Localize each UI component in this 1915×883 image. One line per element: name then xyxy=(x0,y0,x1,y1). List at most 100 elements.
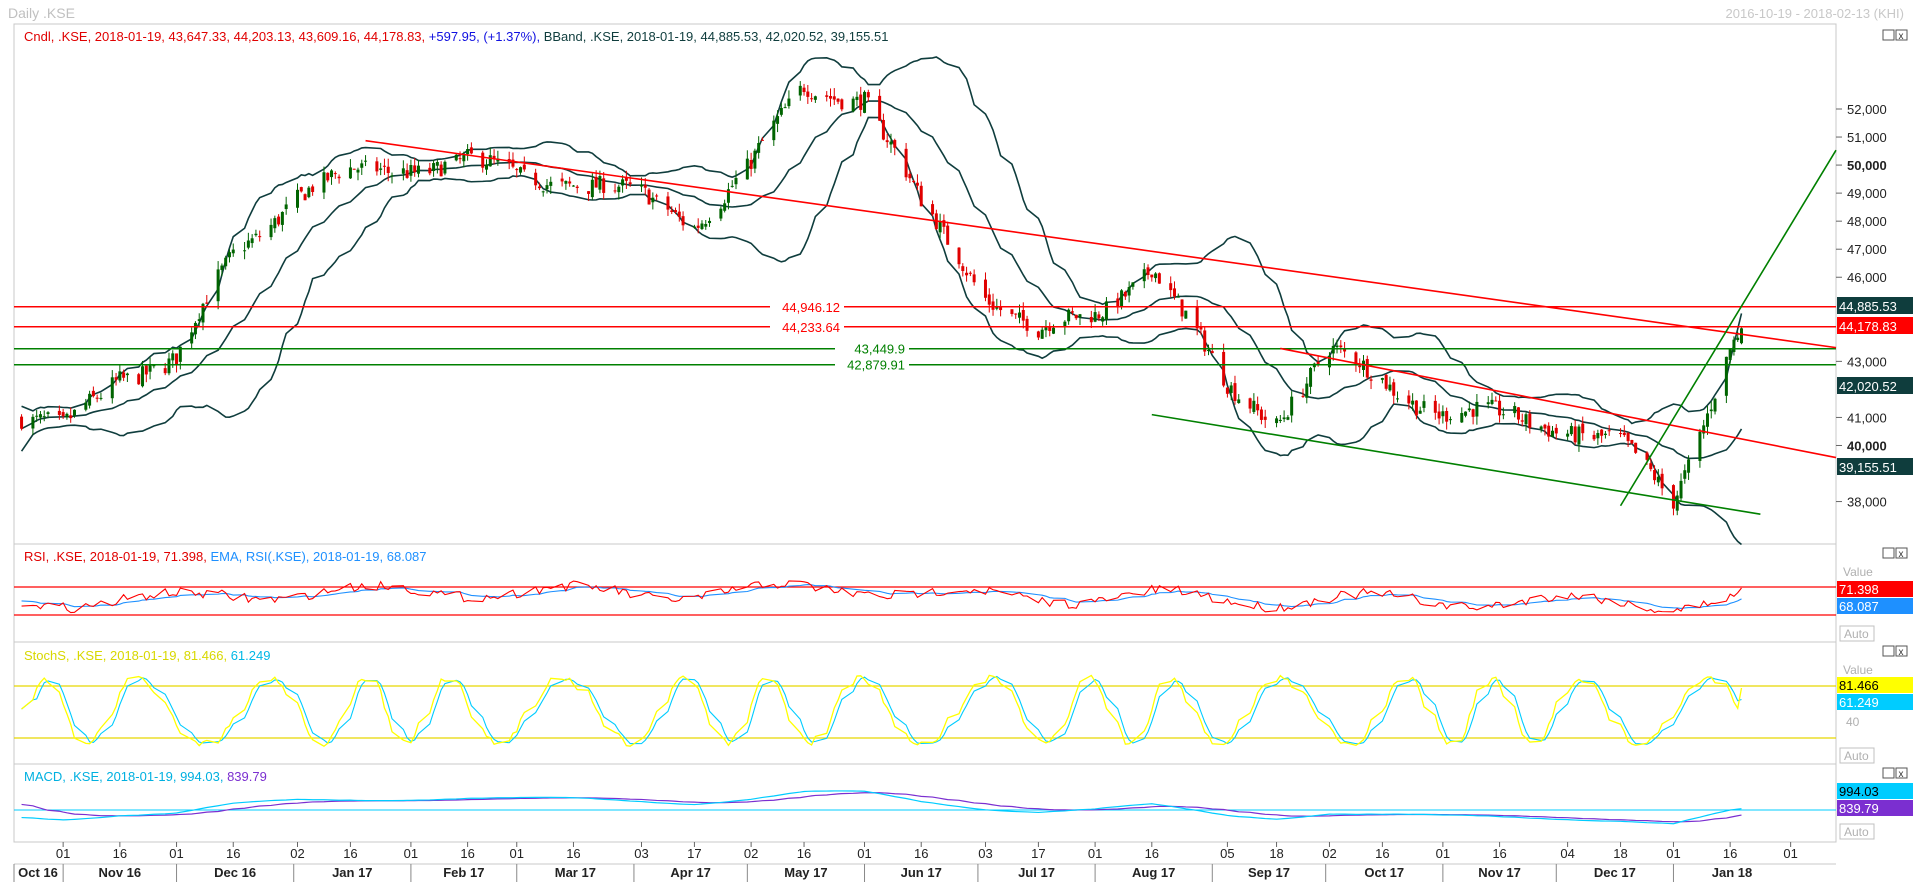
candle xyxy=(934,209,938,231)
candle xyxy=(568,176,572,187)
candle xyxy=(1728,348,1732,364)
time-day-label: 18 xyxy=(1269,846,1283,861)
candle xyxy=(72,409,76,418)
macd-auto-button[interactable]: Auto xyxy=(1844,825,1869,839)
price-tick-label: 49,000 xyxy=(1847,186,1887,201)
candle xyxy=(231,243,235,257)
stoch-d-line xyxy=(21,675,1742,745)
candle xyxy=(190,327,194,350)
candle xyxy=(1052,324,1056,335)
candle xyxy=(1146,264,1150,280)
candle xyxy=(1528,410,1532,434)
candle xyxy=(621,175,625,193)
candle xyxy=(250,234,254,248)
candle xyxy=(1687,455,1691,480)
candle xyxy=(1445,407,1449,430)
time-day-label: 01 xyxy=(1783,846,1797,861)
oscillators xyxy=(14,580,1836,825)
candle xyxy=(983,272,987,302)
candle xyxy=(1233,375,1237,405)
time-day-label: 17 xyxy=(1031,846,1045,861)
candle xyxy=(745,150,749,180)
tag-bb-upper: 44,885.53 xyxy=(1839,299,1897,314)
candle xyxy=(1172,281,1176,300)
time-day-label: 16 xyxy=(1723,846,1737,861)
rsi-auto-button[interactable]: Auto xyxy=(1844,627,1869,641)
candle xyxy=(1467,401,1471,412)
candle xyxy=(772,115,776,146)
legend-stoch-k: StochS, .KSE, 2018-01-19, 81.466, xyxy=(24,648,231,663)
price-value-tags: 44,885.53 44,178.83 42,020.52 39,155.51 xyxy=(1837,297,1913,475)
candle xyxy=(1573,420,1577,445)
candle xyxy=(356,167,360,181)
candle xyxy=(674,207,678,215)
candle xyxy=(1275,416,1279,428)
candle xyxy=(1365,355,1369,380)
candle xyxy=(1475,393,1479,425)
time-day-label: 01 xyxy=(1088,846,1102,861)
candle xyxy=(466,144,470,161)
candle xyxy=(1335,339,1339,354)
candle xyxy=(908,170,912,183)
candle xyxy=(1312,362,1316,372)
time-month-label: Aug 17 xyxy=(1132,865,1175,880)
candle xyxy=(734,170,738,190)
candle xyxy=(1683,464,1687,484)
candle xyxy=(942,214,946,234)
candle xyxy=(1176,293,1180,298)
candle xyxy=(1384,373,1388,391)
candle xyxy=(413,158,417,177)
time-day-label: 18 xyxy=(1613,846,1627,861)
stoch-auto-button[interactable]: Auto xyxy=(1844,749,1869,763)
candle xyxy=(254,229,258,237)
candle xyxy=(885,133,889,148)
candle xyxy=(522,156,526,172)
legend-stoch-d: 61.249 xyxy=(231,648,271,663)
candle xyxy=(1498,394,1502,423)
candle xyxy=(1732,336,1736,356)
candle xyxy=(409,159,413,182)
candle xyxy=(1380,377,1384,384)
time-day-label: 01 xyxy=(857,846,871,861)
candle xyxy=(1203,326,1207,357)
time-day-label: 03 xyxy=(978,846,992,861)
stoch-value-header: Value xyxy=(1843,663,1873,677)
candle xyxy=(360,159,364,175)
candle xyxy=(670,206,674,215)
candle xyxy=(1471,408,1475,425)
candle xyxy=(91,386,95,398)
candle xyxy=(1225,387,1229,398)
candle xyxy=(534,168,538,191)
candle xyxy=(1407,390,1411,410)
tag-stoch-k: 81.466 xyxy=(1839,678,1879,693)
candle xyxy=(965,266,969,282)
time-day-label: 02 xyxy=(290,846,304,861)
candle xyxy=(1630,439,1634,445)
candle xyxy=(1199,322,1203,335)
candle xyxy=(859,86,863,117)
candle xyxy=(227,249,231,263)
candle xyxy=(375,157,379,176)
candle xyxy=(1437,403,1441,425)
candle xyxy=(602,171,606,200)
candle xyxy=(379,162,383,176)
rsi-value-header: Value xyxy=(1843,565,1873,579)
candle xyxy=(863,90,867,114)
candle xyxy=(696,218,700,234)
candle xyxy=(999,300,1003,317)
candle xyxy=(269,218,273,241)
candle xyxy=(677,203,681,222)
candle xyxy=(1044,320,1048,338)
candle xyxy=(31,414,35,435)
time-day-label: 01 xyxy=(169,846,183,861)
candle xyxy=(832,88,836,106)
candle xyxy=(1309,366,1313,395)
candle xyxy=(114,372,118,386)
candle xyxy=(386,158,390,182)
trendline-support-rally xyxy=(1619,149,1837,507)
macd-signal-line xyxy=(21,792,1742,823)
candle xyxy=(1078,313,1082,326)
candle xyxy=(1550,426,1554,437)
panel-controls[interactable]: x x x x xyxy=(1882,29,1908,780)
